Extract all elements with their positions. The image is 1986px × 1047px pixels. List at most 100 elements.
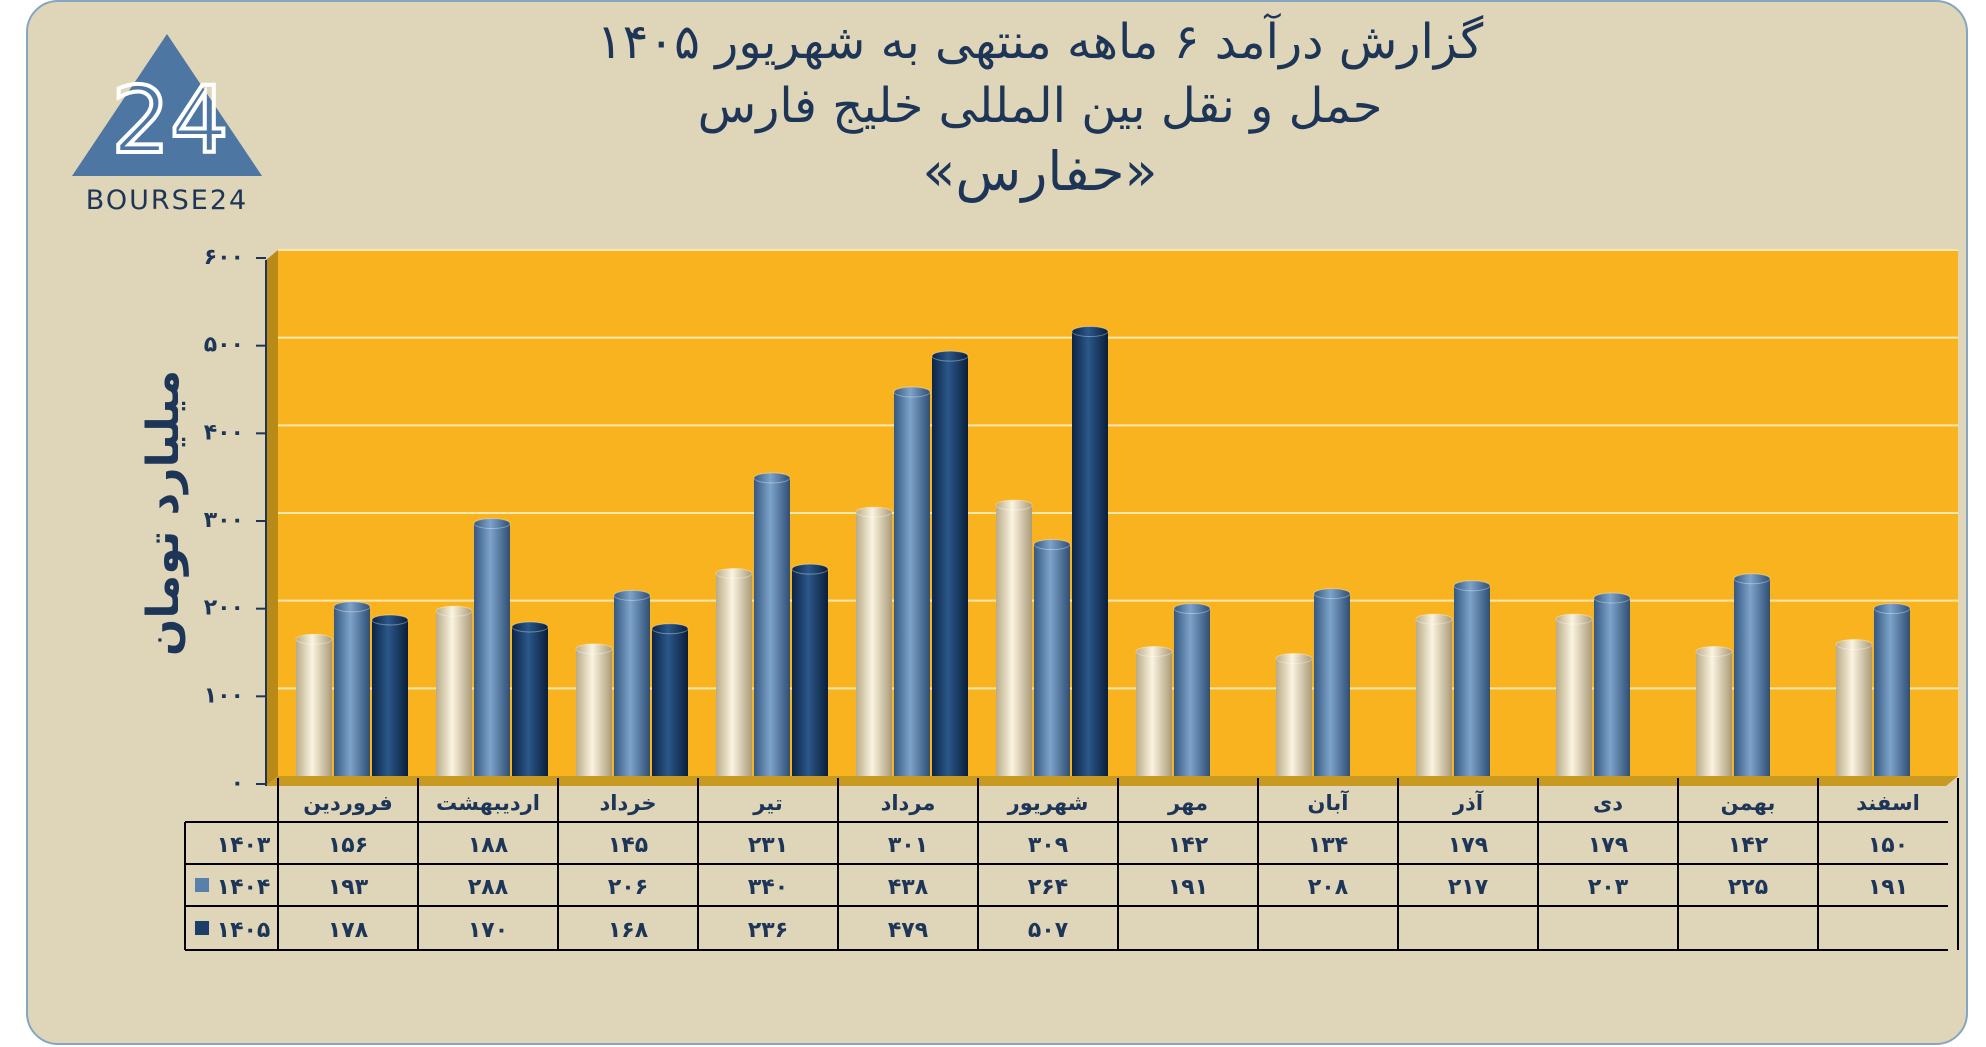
bar: [1453, 580, 1491, 776]
bar-cap: [1033, 539, 1071, 551]
logo-numeral: 24: [111, 67, 228, 174]
bar-body: [1034, 544, 1070, 776]
data-label: ۱۶۸: [608, 918, 649, 943]
bar-body: [372, 619, 408, 776]
bar-body: [1696, 651, 1732, 776]
bar: [1071, 326, 1109, 776]
data-label: ۱۹۱: [1168, 875, 1208, 900]
data-label: ۲۰۶: [608, 875, 648, 900]
bar-cap: [1135, 646, 1173, 658]
data-label: ۲۳۱: [748, 833, 788, 858]
data-label: ۵۰۷: [1028, 918, 1069, 943]
data-label: ۲۱۷: [1448, 875, 1489, 900]
bar: [855, 506, 893, 776]
legend-series-name: ۱۴۰۵: [217, 918, 271, 943]
y-tick-label: ۴۰۰: [204, 420, 244, 445]
bar-body: [1734, 578, 1770, 776]
data-label: ۱۷۸: [328, 918, 369, 943]
bar: [1415, 613, 1453, 776]
data-label: ۱۷۹: [1448, 833, 1488, 858]
bar: [1173, 603, 1211, 776]
bar-body: [334, 606, 370, 776]
bar-body: [1454, 585, 1490, 776]
legend-swatch: [195, 878, 209, 892]
x-category-label: اردیبهشت: [436, 791, 540, 815]
bar: [333, 601, 371, 776]
y-tick-label: ۰: [231, 771, 244, 796]
bar-body: [1314, 593, 1350, 776]
legend-series-name: ۱۴۰۴: [217, 875, 271, 900]
bar: [1835, 639, 1873, 776]
bar: [651, 623, 689, 776]
x-category-label: فروردین: [303, 791, 393, 815]
chart-title-line-1: گزارش درآمد ۶ ماهه منتهی به شهریور ۱۴۰۵: [596, 14, 1484, 70]
data-label: ۲۰۸: [1308, 875, 1349, 900]
bar-body: [1594, 598, 1630, 776]
bar-body: [754, 477, 790, 776]
bar: [931, 350, 969, 776]
y-tick-label: ۲۰۰: [204, 596, 244, 621]
bar-body: [1174, 608, 1210, 776]
bar-body: [436, 611, 472, 776]
bar-body: [716, 573, 752, 776]
bar-body: [856, 512, 892, 776]
x-category-label: اسفند: [1856, 791, 1920, 815]
bar-cap: [651, 623, 689, 635]
bar-body: [1874, 608, 1910, 776]
bar-body: [576, 648, 612, 776]
bar-cap: [1415, 613, 1453, 625]
bar-cap: [995, 499, 1033, 511]
bar-cap: [753, 472, 791, 484]
bar-body: [1416, 619, 1452, 776]
y-tick-label: ۱۰۰: [204, 683, 244, 708]
bar: [995, 499, 1033, 776]
bar-cap: [791, 563, 829, 575]
data-label: ۱۹۱: [1868, 875, 1908, 900]
x-category-label: آبان: [1308, 790, 1350, 815]
y-tick-label: ۶۰۰: [204, 245, 244, 270]
bar-cap: [1733, 573, 1771, 585]
data-label: ۳۴۰: [748, 875, 788, 900]
x-category-label: تیر: [752, 791, 783, 815]
data-label: ۲۶۴: [1028, 875, 1068, 900]
bar-cap: [435, 605, 473, 617]
bar: [613, 589, 651, 776]
data-label: ۱۵۶: [328, 833, 368, 858]
logo-text: BOURSE24: [86, 185, 248, 214]
x-category-label: مهر: [1167, 791, 1208, 815]
bar: [893, 386, 931, 776]
y-tick-label: ۵۰۰: [204, 333, 244, 358]
bar: [1733, 573, 1771, 776]
bar: [473, 518, 511, 776]
data-label: ۲۳۶: [748, 918, 788, 943]
data-label: ۱۹۳: [328, 875, 369, 900]
bar-cap: [473, 518, 511, 530]
bar: [511, 621, 549, 776]
x-category-label: خرداد: [600, 791, 657, 815]
chart-title-line-2: حمل و نقل بین المللی خلیج فارس: [697, 78, 1383, 134]
bar-cap: [575, 643, 613, 655]
bar-cap: [855, 506, 893, 518]
data-label: ۱۷۹: [1588, 833, 1628, 858]
bar-cap: [371, 614, 409, 626]
bar: [715, 567, 753, 776]
bar-body: [296, 639, 332, 776]
bar-body: [512, 626, 548, 776]
bar-body: [652, 628, 688, 776]
bar-cap: [1555, 613, 1593, 625]
bar-cap: [1275, 653, 1313, 665]
bar: [575, 643, 613, 776]
bar: [371, 614, 409, 776]
data-label: ۲۲۵: [1728, 875, 1768, 900]
bar-body: [792, 569, 828, 776]
bar-body: [614, 595, 650, 776]
bar-body: [1276, 658, 1312, 776]
x-category-label: مرداد: [881, 791, 936, 815]
data-label: ۱۴۲: [1168, 833, 1209, 858]
bar-cap: [613, 589, 651, 601]
chart-title-line-3: «حفارس»: [922, 140, 1158, 203]
data-label: ۲۰۳: [1588, 875, 1629, 900]
bar-cap: [333, 601, 371, 613]
bar-cap: [715, 567, 753, 579]
y-axis-title: میلیارد تومان: [138, 370, 189, 656]
